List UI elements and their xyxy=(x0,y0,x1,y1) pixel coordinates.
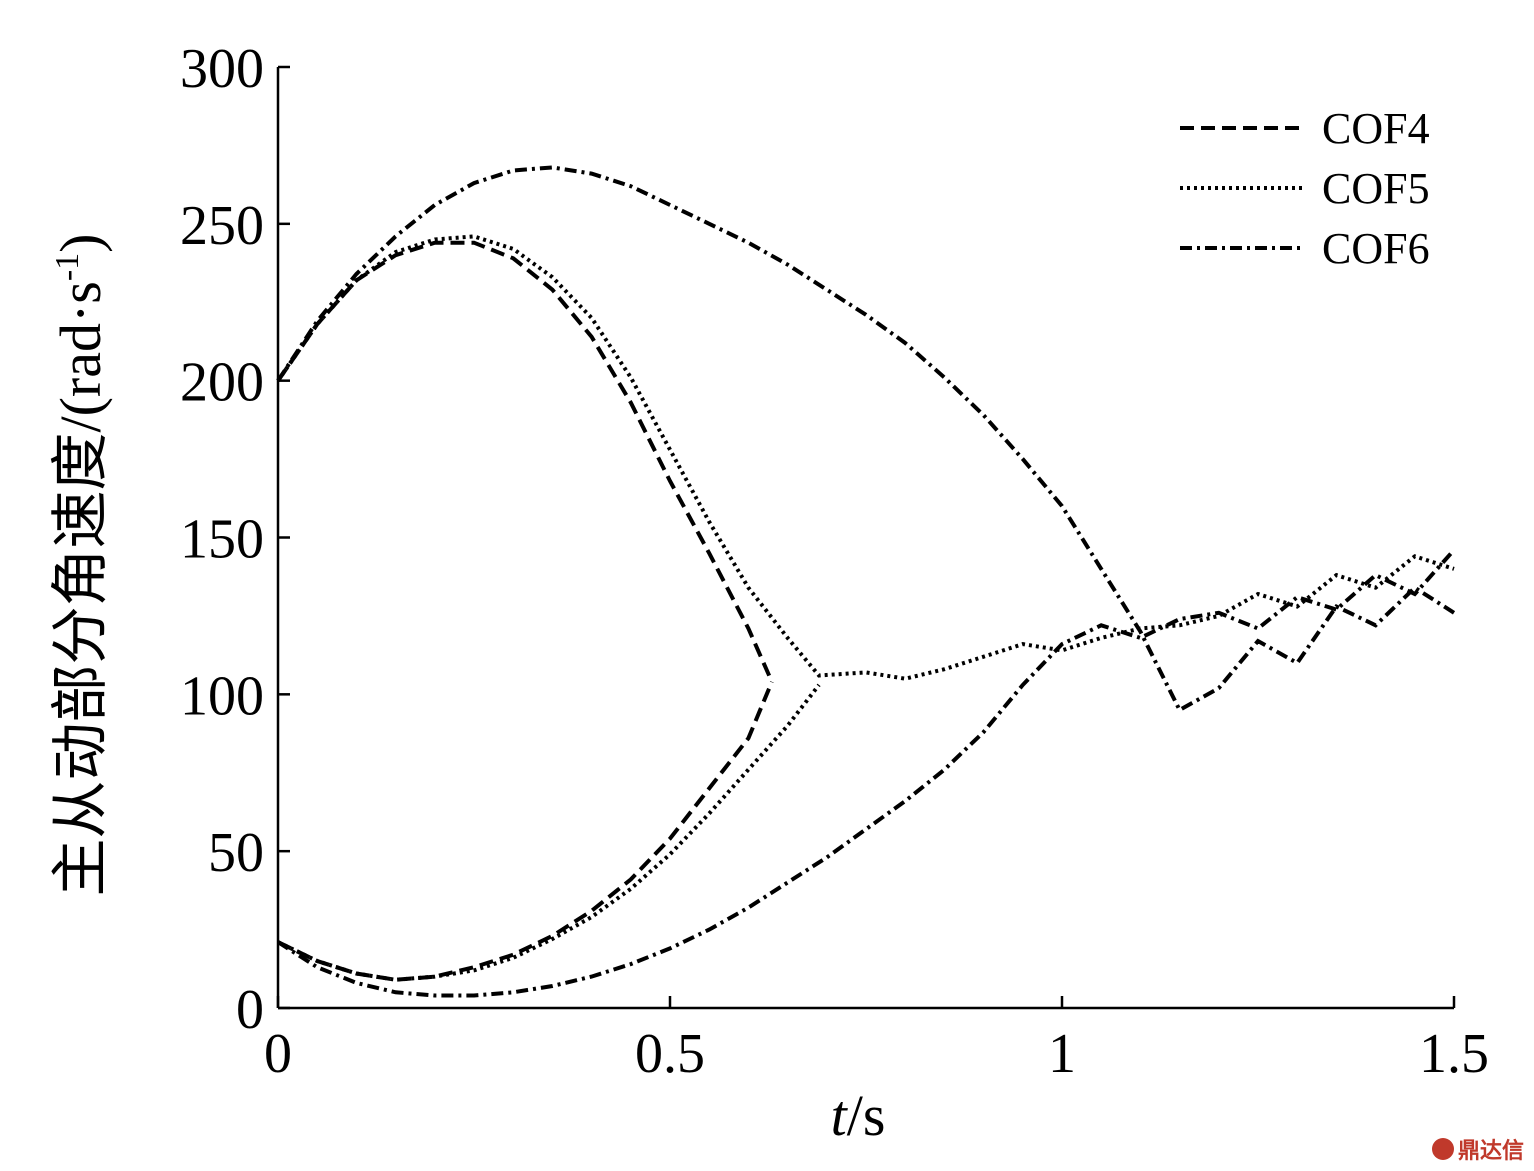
x-axis-title: t/s xyxy=(831,1083,886,1148)
legend-label-cof4: COF4 xyxy=(1322,104,1430,153)
y-tick-label: 0 xyxy=(236,979,264,1041)
y-axis-title-main: 主从动部分角速度/(rad·s xyxy=(48,281,113,896)
x-tick-label: 0 xyxy=(264,1023,292,1085)
series-cof5-driven-line xyxy=(277,683,821,982)
x-tick-label: 0.5 xyxy=(635,1023,705,1085)
y-tick-label: 200 xyxy=(180,352,264,414)
y-tick-label: 150 xyxy=(180,509,264,571)
y-axis-title: 主从动部分角速度/(rad·s-1) xyxy=(48,233,113,896)
legend: COF4 COF5 COF6 xyxy=(1180,104,1430,273)
y-axis-title-sup: -1 xyxy=(49,253,86,281)
x-tick-label: 1 xyxy=(1048,1023,1076,1085)
series-cof4-driving-line xyxy=(276,240,774,683)
y-tick-label: 100 xyxy=(180,665,264,727)
legend-label-cof5: COF5 xyxy=(1322,164,1430,213)
watermark: 鼎达信 xyxy=(1431,1133,1524,1165)
x-tick-label: 1.5 xyxy=(1419,1023,1489,1085)
axes: 0 50 100 150 200 250 300 0 0.5 1 1.5 xyxy=(180,38,1489,1085)
x-axis-title-italic: t xyxy=(831,1083,849,1148)
series-cof6-driven-line xyxy=(276,548,1456,998)
series-cof5-driving-line xyxy=(276,234,1455,681)
x-axis-title-unit: /s xyxy=(847,1083,886,1148)
watermark-logo-icon xyxy=(1431,1138,1454,1160)
y-tick-label: 300 xyxy=(180,38,264,100)
y-axis-title-close: ) xyxy=(48,233,113,252)
series-cof4-driven-line xyxy=(277,681,774,982)
y-tick-label: 50 xyxy=(208,822,264,884)
legend-label-cof6: COF6 xyxy=(1322,224,1430,273)
series-cof6-driving-line xyxy=(276,165,1456,713)
series-layer xyxy=(276,165,1456,998)
y-tick-label: 250 xyxy=(180,195,264,257)
watermark-text: 鼎达信 xyxy=(1457,1139,1524,1164)
